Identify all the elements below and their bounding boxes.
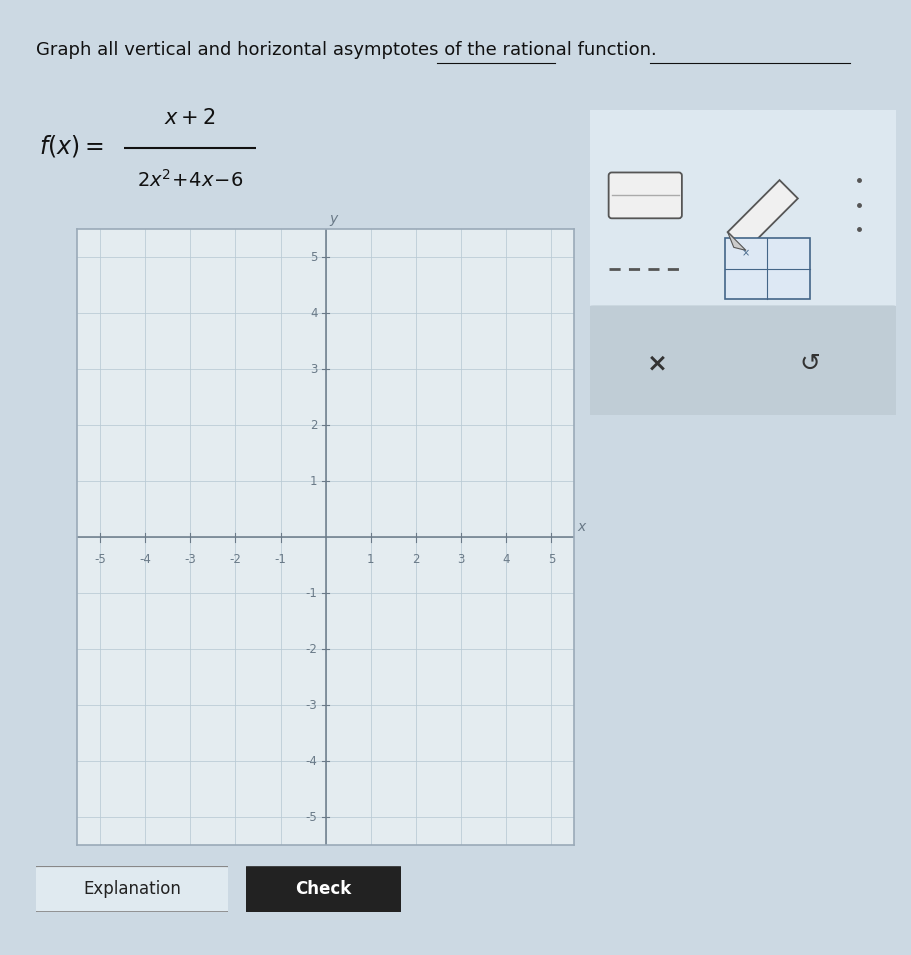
Text: 4: 4: [310, 307, 318, 320]
FancyBboxPatch shape: [584, 104, 902, 421]
Polygon shape: [728, 180, 798, 250]
Text: Check: Check: [295, 881, 352, 898]
FancyBboxPatch shape: [29, 866, 235, 912]
Text: 3: 3: [310, 363, 318, 375]
Text: -2: -2: [306, 643, 318, 656]
Text: -3: -3: [306, 699, 318, 711]
Text: Graph all vertical and horizontal asymptotes of the rational function.: Graph all vertical and horizontal asympt…: [36, 41, 657, 58]
Text: -1: -1: [306, 586, 318, 600]
FancyBboxPatch shape: [609, 173, 681, 219]
Text: 5: 5: [548, 553, 555, 566]
Text: $2x^2\!+\!4x\!-\!6$: $2x^2\!+\!4x\!-\!6$: [137, 169, 243, 191]
Text: -5: -5: [306, 811, 318, 823]
FancyBboxPatch shape: [240, 866, 407, 912]
Text: $f(x) =$: $f(x) =$: [39, 133, 104, 159]
Text: -4: -4: [139, 553, 151, 566]
Text: 1: 1: [367, 553, 374, 566]
Text: ×: ×: [742, 248, 750, 259]
Text: -3: -3: [184, 553, 196, 566]
Text: -4: -4: [306, 754, 318, 768]
Text: -1: -1: [274, 553, 286, 566]
Text: 1: 1: [310, 475, 318, 488]
Text: ×: ×: [647, 351, 668, 375]
Text: 2: 2: [310, 418, 318, 432]
Text: y: y: [330, 212, 338, 225]
Text: 3: 3: [457, 553, 465, 566]
Text: -5: -5: [94, 553, 106, 566]
FancyBboxPatch shape: [584, 306, 902, 421]
Text: 4: 4: [503, 553, 510, 566]
Text: 2: 2: [412, 553, 420, 566]
Text: x: x: [578, 520, 586, 534]
Text: -2: -2: [230, 553, 241, 566]
FancyBboxPatch shape: [724, 238, 810, 299]
Polygon shape: [728, 232, 746, 250]
Text: $x+2$: $x+2$: [164, 108, 216, 128]
Text: Explanation: Explanation: [83, 881, 181, 898]
Text: 5: 5: [310, 251, 318, 264]
Text: ↺: ↺: [800, 351, 821, 375]
